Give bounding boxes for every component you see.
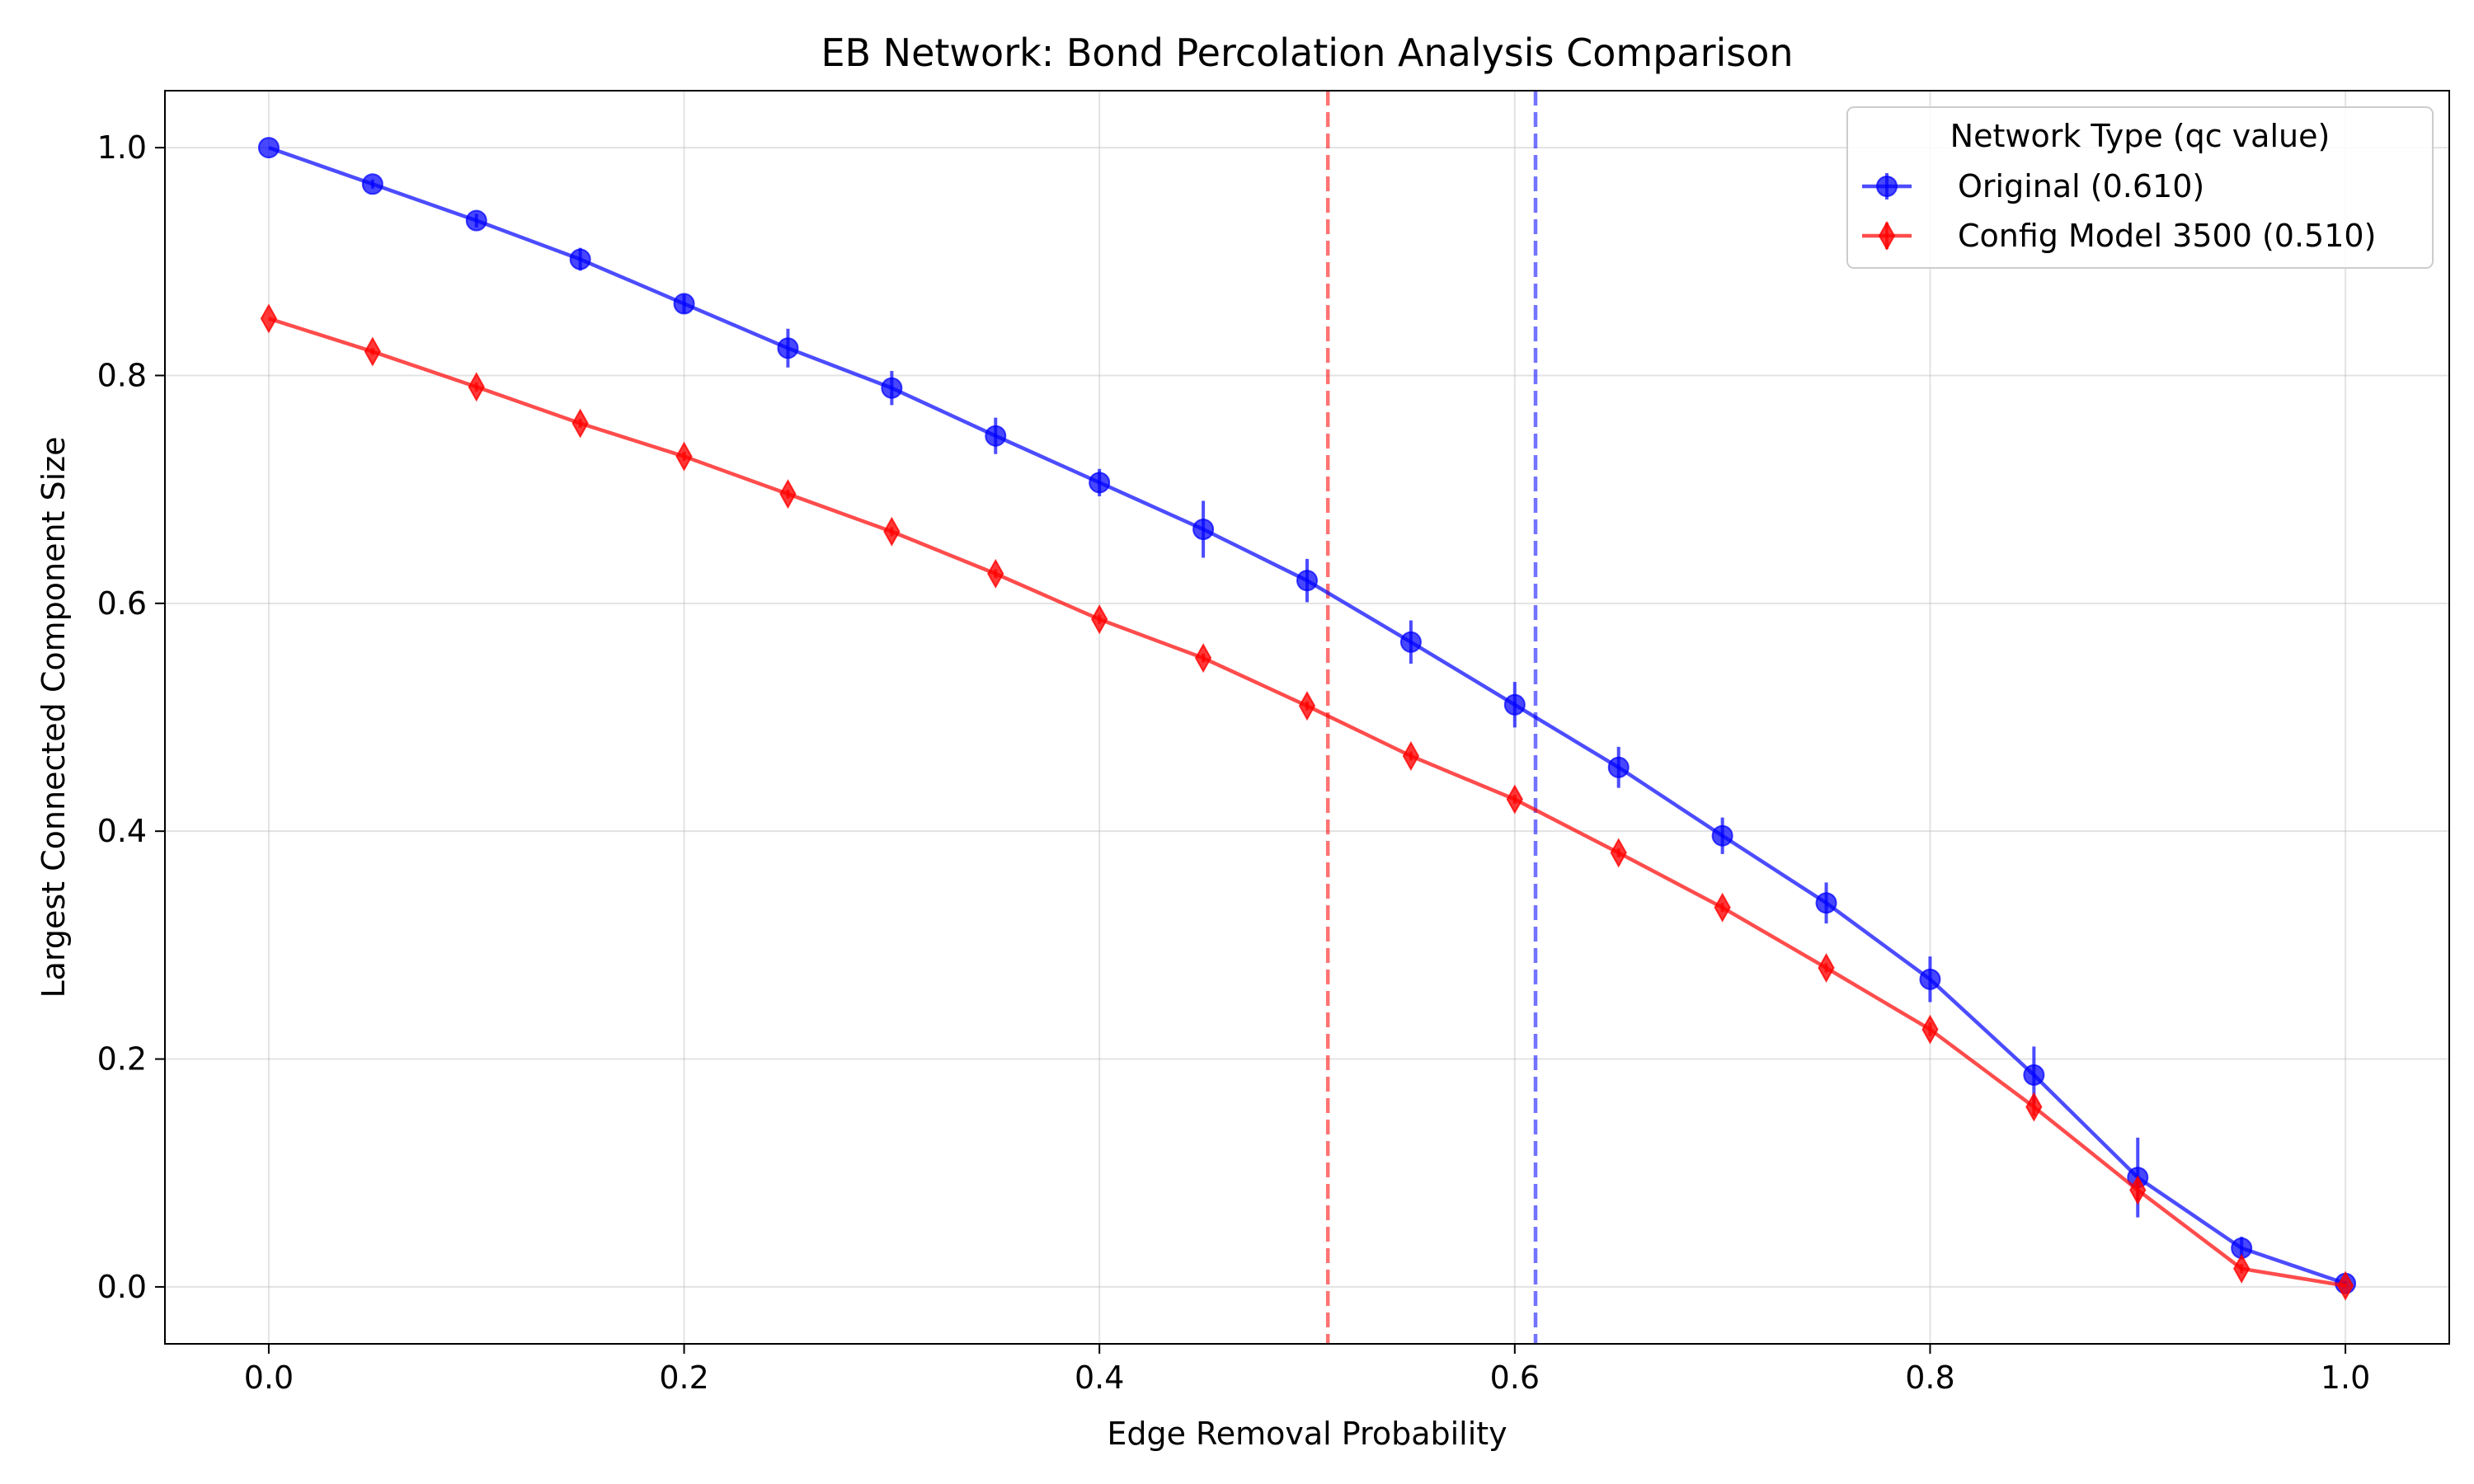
x-tick-label: 0.8: [1905, 1360, 1954, 1396]
data-point: [1399, 631, 1422, 653]
data-point: [779, 479, 797, 510]
data-point: [2233, 1253, 2251, 1284]
x-tick-label: 0.2: [659, 1360, 708, 1396]
legend-swatch-marker: [1876, 176, 1898, 197]
data-point: [571, 408, 589, 439]
data-point: [1714, 892, 1731, 923]
data-point: [465, 209, 487, 232]
data-point: [1919, 968, 1941, 990]
data-point: [987, 558, 1004, 589]
data-point: [1711, 824, 1733, 847]
data-point: [364, 336, 381, 367]
data-point: [2025, 1092, 2043, 1122]
x-axis-label: Edge Removal Probability: [1107, 1416, 1507, 1452]
data-point: [881, 377, 903, 399]
legend-box: [1846, 106, 2434, 269]
y-axis-label: Largest Connected Component Size: [35, 436, 72, 998]
data-point: [1296, 570, 1318, 592]
x-tick-label: 1.0: [2321, 1360, 2370, 1396]
y-tick-label: 0.8: [97, 357, 147, 393]
legend-title: Network Type (qc value): [1950, 118, 2331, 154]
data-point: [1503, 693, 1526, 716]
data-point: [1192, 519, 1215, 540]
data-point: [468, 372, 485, 402]
y-tick-label: 0.6: [97, 585, 147, 622]
data-point: [883, 516, 901, 547]
axis-ticks: 0.0 0.2 0.4 0.6 0.8 1.0 0.0 0.2 0.4 0.6 0.8 1.0: [97, 129, 2371, 1396]
data-point: [1194, 643, 1212, 674]
data-point: [2023, 1064, 2045, 1086]
data-point: [1298, 691, 1316, 721]
data-point: [777, 337, 799, 359]
legend-entry: Config Model 3500 (0.510): [1862, 218, 2376, 254]
data-point: [1610, 838, 1627, 868]
x-tick-label: 0.4: [1075, 1360, 1124, 1396]
data-point: [1089, 472, 1111, 494]
data-point: [569, 248, 591, 270]
x-tick-label: 0.0: [244, 1360, 294, 1396]
y-tick-label: 0.2: [97, 1041, 147, 1078]
data-point: [2336, 1270, 2354, 1301]
grid: [165, 91, 2449, 1344]
y-tick-label: 0.0: [97, 1269, 147, 1305]
data-point: [1091, 604, 1108, 635]
chart-title: EB Network: Bond Percolation Analysis Co…: [821, 31, 1793, 75]
legend: Network Type (qc value) Original (0.610)…: [1846, 106, 2434, 269]
data-point: [361, 173, 383, 195]
legend-entries: Original (0.610) Config Model 3500 (0.510…: [1862, 168, 2376, 254]
data-series: [257, 137, 2357, 1301]
data-point: [1402, 740, 1420, 772]
data-point: [1818, 952, 1835, 984]
data-point: [1607, 756, 1630, 778]
data-point: [985, 425, 1007, 447]
y-tick-label: 1.0: [97, 129, 147, 166]
legend-entry: Original (0.610): [1862, 168, 2204, 204]
data-point: [1506, 784, 1523, 815]
y-tick-label: 0.4: [97, 813, 147, 849]
data-point: [1921, 1014, 1939, 1045]
data-point: [2129, 1175, 2147, 1205]
x-tick-label: 0.6: [1490, 1360, 1540, 1396]
series-2: [260, 303, 2354, 1301]
legend-label: Config Model 3500 (0.510): [1958, 218, 2376, 254]
data-point: [257, 137, 280, 159]
data-point: [673, 293, 695, 315]
legend-swatch-marker: [1878, 220, 1896, 251]
data-point: [675, 441, 693, 472]
data-point: [260, 303, 278, 334]
data-point: [1815, 892, 1837, 914]
legend-label: Original (0.610): [1958, 168, 2204, 204]
plot-frame: [164, 90, 2450, 1345]
